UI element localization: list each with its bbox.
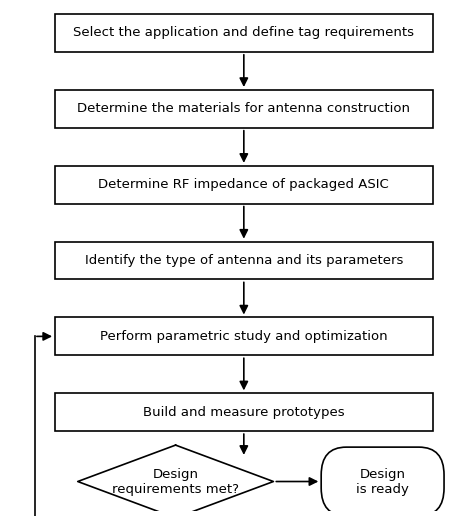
FancyBboxPatch shape bbox=[55, 317, 433, 356]
FancyBboxPatch shape bbox=[55, 14, 433, 52]
Text: Perform parametric study and optimization: Perform parametric study and optimizatio… bbox=[100, 330, 388, 343]
Text: Build and measure prototypes: Build and measure prototypes bbox=[143, 406, 345, 418]
FancyBboxPatch shape bbox=[55, 241, 433, 280]
Polygon shape bbox=[78, 445, 273, 516]
FancyBboxPatch shape bbox=[55, 166, 433, 204]
Text: Identify the type of antenna and its parameters: Identify the type of antenna and its par… bbox=[85, 254, 403, 267]
Text: Determine RF impedance of packaged ASIC: Determine RF impedance of packaged ASIC bbox=[99, 178, 389, 191]
Text: Determine the materials for antenna construction: Determine the materials for antenna cons… bbox=[77, 102, 410, 115]
Text: Design
is ready: Design is ready bbox=[356, 467, 409, 495]
FancyBboxPatch shape bbox=[55, 90, 433, 128]
Text: Design
requirements met?: Design requirements met? bbox=[112, 467, 239, 495]
FancyBboxPatch shape bbox=[321, 447, 444, 516]
Text: Select the application and define tag requirements: Select the application and define tag re… bbox=[73, 26, 414, 39]
FancyBboxPatch shape bbox=[55, 393, 433, 431]
